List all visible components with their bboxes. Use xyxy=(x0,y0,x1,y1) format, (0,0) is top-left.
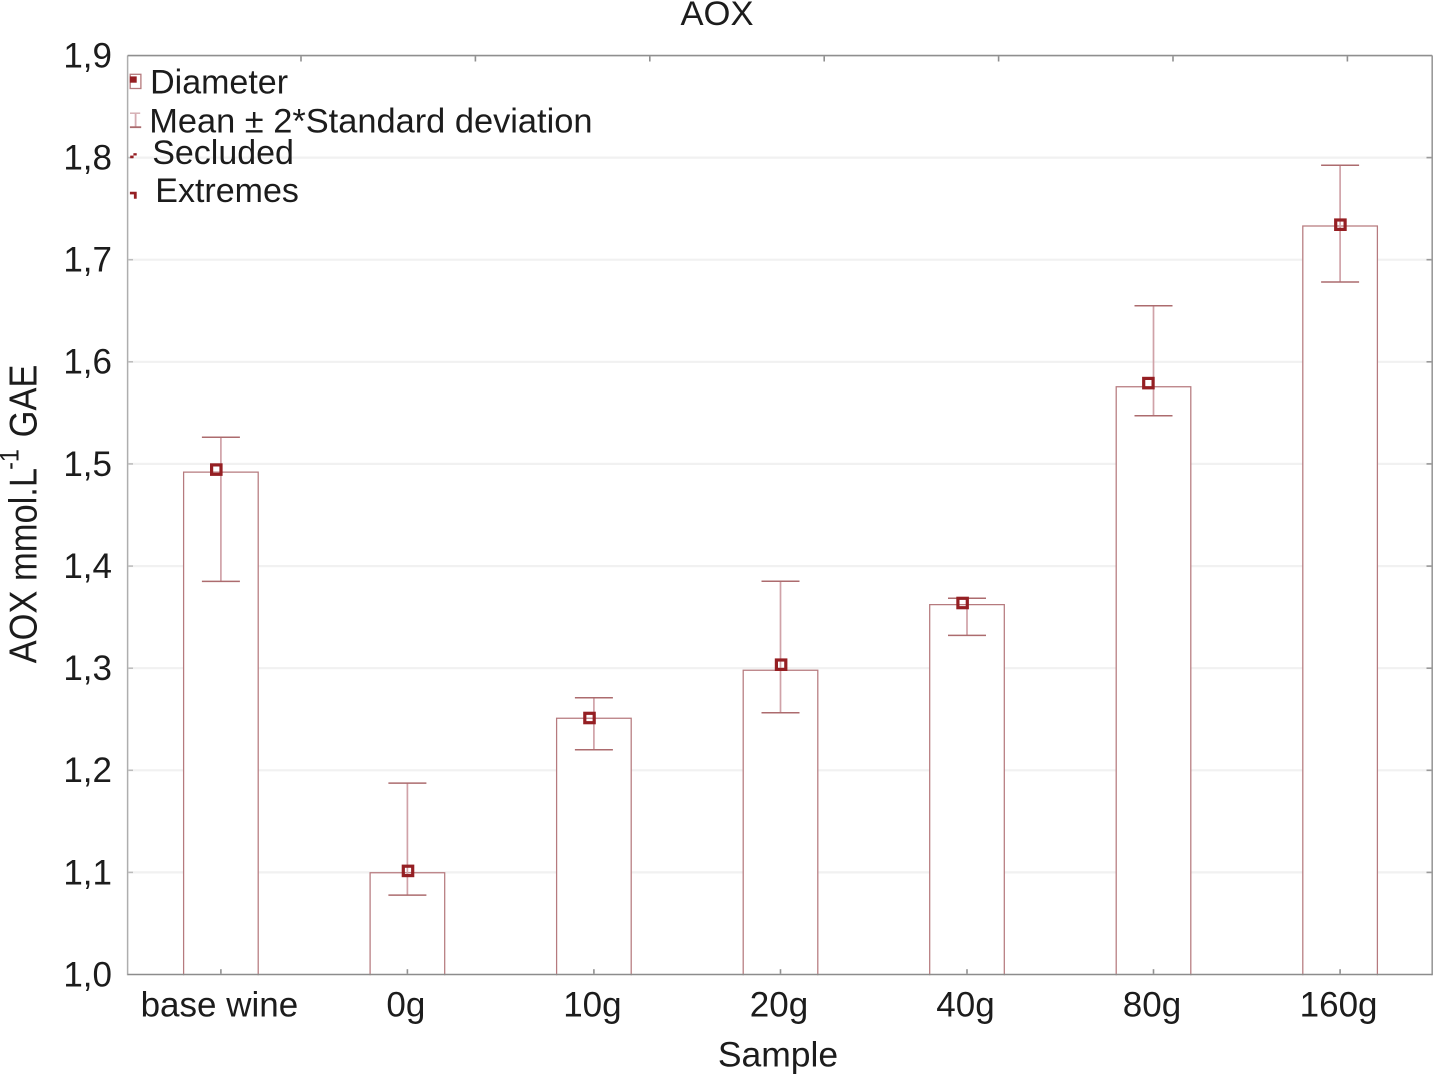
svg-text:AOX: AOX xyxy=(680,0,753,33)
svg-text:1,2: 1,2 xyxy=(63,751,112,790)
svg-text:base wine: base wine xyxy=(141,986,299,1025)
svg-text:Extremes: Extremes xyxy=(155,172,299,210)
svg-text:0g: 0g xyxy=(386,986,425,1025)
svg-text:20g: 20g xyxy=(750,986,808,1025)
svg-text:80g: 80g xyxy=(1123,986,1181,1025)
svg-text:Sample: Sample xyxy=(718,1035,838,1075)
svg-text:1,4: 1,4 xyxy=(63,547,112,586)
svg-text:1,8: 1,8 xyxy=(63,139,112,178)
svg-text:1,6: 1,6 xyxy=(63,343,112,382)
svg-text:1,3: 1,3 xyxy=(63,649,112,688)
svg-text:1,5: 1,5 xyxy=(63,445,112,484)
svg-text:AOX mmol.L-1 GAE: AOX mmol.L-1 GAE xyxy=(0,365,45,664)
svg-text:1,7: 1,7 xyxy=(63,241,112,280)
svg-text:1,0: 1,0 xyxy=(63,955,112,994)
svg-text:Mean ± 2*Standard deviation: Mean ± 2*Standard deviation xyxy=(149,103,592,141)
svg-text:Secluded: Secluded xyxy=(152,134,294,172)
svg-text:40g: 40g xyxy=(936,986,994,1025)
svg-text:160g: 160g xyxy=(1300,986,1378,1025)
svg-text:10g: 10g xyxy=(563,986,621,1025)
svg-text:1,1: 1,1 xyxy=(63,853,112,892)
svg-text:1,9: 1,9 xyxy=(63,36,112,75)
svg-text:Diameter: Diameter xyxy=(150,64,288,102)
